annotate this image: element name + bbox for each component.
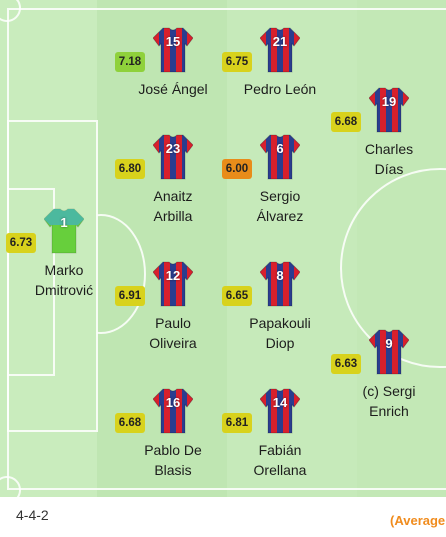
player-name: Marko Dmitrović <box>9 260 119 300</box>
player-name: Sergio Álvarez <box>225 186 335 226</box>
shirt-number: 12 <box>165 268 181 283</box>
shirt-number: 9 <box>385 336 393 351</box>
average-rating-legend[interactable]: (Average <box>390 513 446 528</box>
shirt-number: 8 <box>276 268 284 283</box>
player-name-line: Pedro León <box>243 81 317 97</box>
player-name-line: Días <box>374 161 404 177</box>
lineup-footer: 4-4-2 (Average <box>0 497 446 537</box>
shirt-number: 16 <box>165 395 181 410</box>
player-name: Paulo Oliveira <box>118 313 228 353</box>
player-name-line: (c) Sergi <box>362 383 416 399</box>
player-name-line: José Ángel <box>138 81 208 97</box>
player-charles-dias[interactable]: 19 6.68 Charles Días <box>331 86 444 186</box>
player-name-line: Oliveira <box>149 335 197 351</box>
player-name-line: Anaitz <box>153 188 193 204</box>
shirt-icon <box>260 133 300 181</box>
pitch <box>0 0 446 497</box>
shirt-number: 19 <box>381 94 397 109</box>
rating-badge: 6.68 <box>115 413 145 433</box>
shirt-number: 23 <box>165 141 181 156</box>
rating-badge: 6.80 <box>115 159 145 179</box>
corner-arc <box>0 476 21 497</box>
player-name-line: Sergio <box>259 188 301 204</box>
player-name-line: Marko <box>44 262 84 278</box>
corner-arc <box>0 0 21 22</box>
rating-badge: 6.81 <box>222 413 252 433</box>
player-paulo-oliveira[interactable]: 12 6.91 Paulo Oliveira <box>115 260 228 360</box>
player-name-line: Pablo De <box>144 442 202 458</box>
rating-badge: 6.68 <box>331 112 361 132</box>
shirt-number: 21 <box>272 34 288 49</box>
player-name-line: Dmitrović <box>34 282 94 298</box>
player-pablo-de-blasis[interactable]: 16 6.68 Pablo De Blasis <box>115 387 228 487</box>
player-name: José Ángel <box>118 79 228 99</box>
shirt-icon <box>260 387 300 435</box>
player-sergi-enrich[interactable]: 9 6.63 (c) Sergi Enrich <box>331 328 444 428</box>
player-sergio-alvarez[interactable]: 6 6.00 Sergio Álvarez <box>222 133 335 233</box>
shirt-number: 6 <box>276 141 284 156</box>
formation-label: 4-4-2 <box>16 507 49 523</box>
player-name-line: Diop <box>265 335 295 351</box>
player-name: Pablo De Blasis <box>118 440 228 480</box>
shirt-icon <box>153 260 193 308</box>
player-name: Papakouli Diop <box>225 313 335 353</box>
player-papakouli-diop[interactable]: 8 6.65 Papakouli Diop <box>222 260 335 360</box>
shirt-icon <box>369 328 409 376</box>
player-name-line: Álvarez <box>256 208 304 224</box>
player-name-line: Blasis <box>154 462 192 478</box>
player-name-line: Arbilla <box>153 208 193 224</box>
rating-badge: 7.18 <box>115 52 145 72</box>
player-jose-angel[interactable]: 15 7.18 José Ángel <box>115 26 228 126</box>
shirt-icon <box>260 26 300 74</box>
player-anaitz-arbilla[interactable]: 23 6.80 Anaitz Arbilla <box>115 133 228 233</box>
player-name-line: Papakouli <box>249 315 311 331</box>
rating-badge: 6.63 <box>331 354 361 374</box>
player-name-line: Charles <box>364 141 414 157</box>
rating-badge: 6.73 <box>6 233 36 253</box>
player-fabian-orellana[interactable]: 14 6.81 Fabián Orellana <box>222 387 335 487</box>
shirt-icon <box>153 387 193 435</box>
player-name: Anaitz Arbilla <box>118 186 228 226</box>
player-name-line: Fabián <box>258 442 302 458</box>
player-name: Fabián Orellana <box>225 440 335 480</box>
shirt-icon <box>153 26 193 74</box>
rating-badge: 6.00 <box>222 159 252 179</box>
rating-badge: 6.75 <box>222 52 252 72</box>
goalkeeper-shirt-icon <box>44 207 84 255</box>
player-name-line: Enrich <box>369 403 409 419</box>
shirt-icon <box>260 260 300 308</box>
player-marko-dmitrovic[interactable]: 1 6.73 Marko Dmitrović <box>6 207 119 307</box>
player-pedro-leon[interactable]: 21 6.75 Pedro León <box>222 26 335 126</box>
shirt-icon <box>153 133 193 181</box>
goal-area <box>7 188 55 376</box>
player-name-line: Paulo <box>155 315 191 331</box>
shirt-icon <box>369 86 409 134</box>
shirt-number: 15 <box>165 34 181 49</box>
shirt-number: 1 <box>60 215 68 230</box>
rating-badge: 6.91 <box>115 286 145 306</box>
shirt-number: 14 <box>272 395 288 410</box>
player-name: (c) Sergi Enrich <box>334 381 444 421</box>
player-name-line: Orellana <box>253 462 307 478</box>
rating-badge: 6.65 <box>222 286 252 306</box>
player-name: Charles Días <box>334 139 444 179</box>
player-name: Pedro León <box>225 79 335 99</box>
